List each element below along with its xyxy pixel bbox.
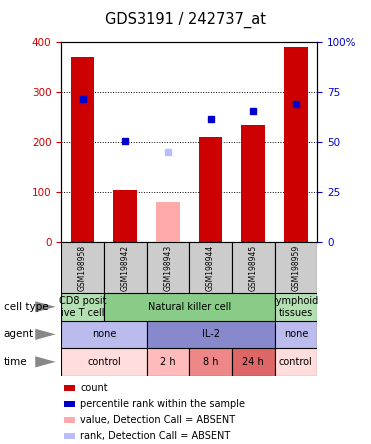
Polygon shape — [35, 356, 56, 368]
Bar — [199, 137, 222, 242]
Bar — [64, 417, 75, 423]
Text: cell type: cell type — [4, 302, 48, 312]
Bar — [189, 242, 232, 293]
Bar — [71, 57, 94, 242]
Text: count: count — [81, 383, 108, 393]
Text: Natural killer cell: Natural killer cell — [148, 302, 231, 312]
Bar — [275, 321, 317, 348]
Polygon shape — [35, 301, 56, 313]
Text: value, Detection Call = ABSENT: value, Detection Call = ABSENT — [81, 415, 236, 425]
Bar — [147, 321, 275, 348]
Bar — [232, 242, 275, 293]
Bar — [64, 433, 75, 439]
Bar — [156, 202, 180, 242]
Text: GDS3191 / 242737_at: GDS3191 / 242737_at — [105, 12, 266, 28]
Text: 2 h: 2 h — [160, 357, 176, 367]
Text: GSM198945: GSM198945 — [249, 244, 258, 291]
Text: GSM198944: GSM198944 — [206, 244, 215, 291]
Text: rank, Detection Call = ABSENT: rank, Detection Call = ABSENT — [81, 431, 231, 441]
Polygon shape — [35, 329, 56, 340]
Bar — [284, 47, 308, 242]
Text: GSM198958: GSM198958 — [78, 245, 87, 290]
Text: CD8 posit
ive T cell: CD8 posit ive T cell — [59, 296, 106, 317]
Bar — [147, 348, 189, 376]
Text: none: none — [92, 329, 116, 339]
Bar — [61, 293, 104, 321]
Bar — [61, 321, 147, 348]
Bar — [275, 293, 317, 321]
Bar — [61, 348, 147, 376]
Bar — [275, 348, 317, 376]
Text: GSM198942: GSM198942 — [121, 245, 130, 290]
Bar — [104, 293, 275, 321]
Text: 24 h: 24 h — [242, 357, 264, 367]
Bar — [232, 348, 275, 376]
Text: percentile rank within the sample: percentile rank within the sample — [81, 399, 245, 409]
Text: control: control — [279, 357, 313, 367]
Text: time: time — [4, 357, 27, 367]
Bar — [189, 348, 232, 376]
Bar — [242, 125, 265, 242]
Bar — [64, 401, 75, 407]
Bar — [114, 190, 137, 242]
Bar — [275, 242, 317, 293]
Bar — [147, 242, 189, 293]
Text: control: control — [87, 357, 121, 367]
Bar — [61, 242, 104, 293]
Bar — [64, 385, 75, 391]
Text: 8 h: 8 h — [203, 357, 218, 367]
Text: agent: agent — [4, 329, 34, 339]
Text: IL-2: IL-2 — [201, 329, 220, 339]
Text: GSM198959: GSM198959 — [291, 244, 301, 291]
Text: none: none — [284, 329, 308, 339]
Text: lymphoid
tissues: lymphoid tissues — [273, 296, 318, 317]
Bar — [104, 242, 147, 293]
Text: GSM198943: GSM198943 — [163, 244, 173, 291]
